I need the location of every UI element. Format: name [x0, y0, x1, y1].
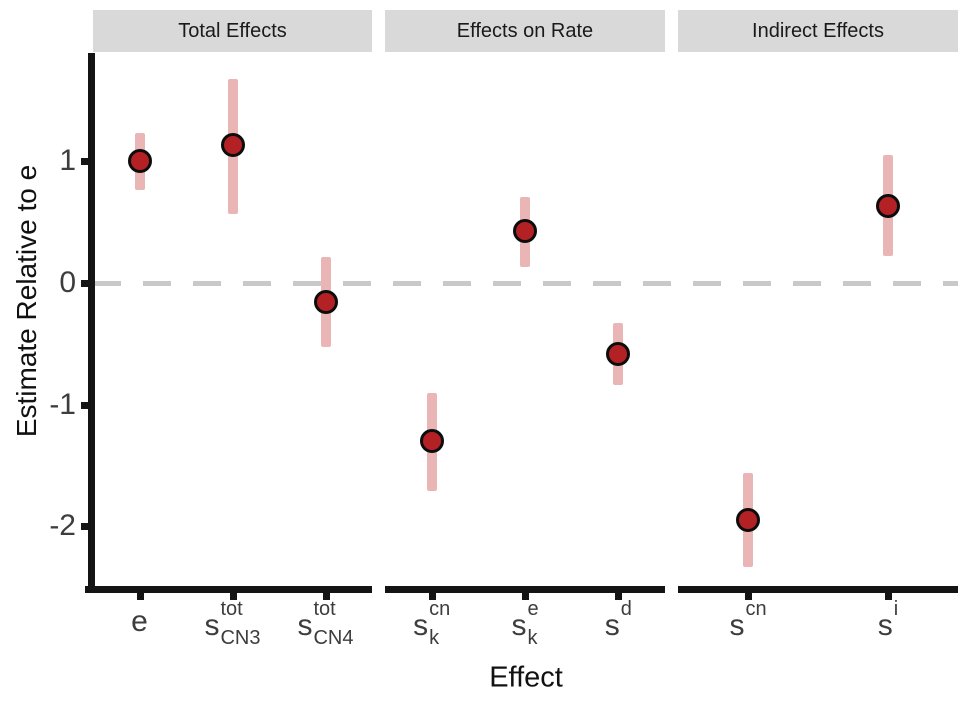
y-axis-title: Estimate Relative to e — [11, 164, 42, 438]
x-tick-label: e — [131, 605, 148, 638]
x-tick-mark — [745, 593, 752, 600]
y-axis-line — [88, 53, 95, 593]
y-tick-label: -2 — [49, 509, 76, 543]
x-tick-mark — [885, 593, 892, 600]
y-tick-mark — [81, 401, 88, 409]
x-tick-mark — [522, 593, 529, 600]
x-tick-mark — [229, 593, 237, 600]
facet-strip-indirect-effects: Indirect Effects — [678, 10, 958, 52]
estimate-point — [876, 194, 900, 219]
y-tick-mark — [81, 280, 88, 287]
x-axis-line — [85, 586, 372, 593]
zero-reference-line — [93, 281, 958, 286]
y-tick-label: 1 — [59, 144, 76, 178]
estimate-point — [127, 149, 152, 174]
x-tick-mark — [136, 593, 144, 600]
estimate-point — [606, 341, 631, 366]
estimate-point — [220, 133, 245, 158]
y-tick-mark — [81, 523, 88, 531]
y-tick-label: 0 — [59, 266, 76, 299]
x-tick-label: s cn k — [413, 598, 451, 649]
x-axis-line — [678, 586, 958, 593]
x-tick-label: s tot CN3 — [204, 598, 261, 649]
y-tick-label: -1 — [49, 387, 76, 421]
estimate-point — [736, 508, 760, 533]
facet-strip-effects-on-rate: Effects on Rate — [385, 10, 665, 52]
x-tick-label: s cn — [729, 598, 767, 642]
x-axis-title: Effect — [489, 661, 563, 694]
x-tick-mark — [322, 593, 330, 600]
x-tick-mark — [615, 593, 623, 600]
estimate-point — [419, 429, 444, 454]
x-tick-label: s tot CN4 — [297, 598, 354, 649]
facet-strip-total-effects: Total Effects — [93, 10, 372, 52]
y-tick-mark — [81, 158, 88, 166]
estimate-point — [313, 290, 338, 315]
x-axis-line — [385, 586, 665, 593]
x-tick-mark — [428, 593, 436, 600]
estimate-point — [513, 218, 537, 243]
